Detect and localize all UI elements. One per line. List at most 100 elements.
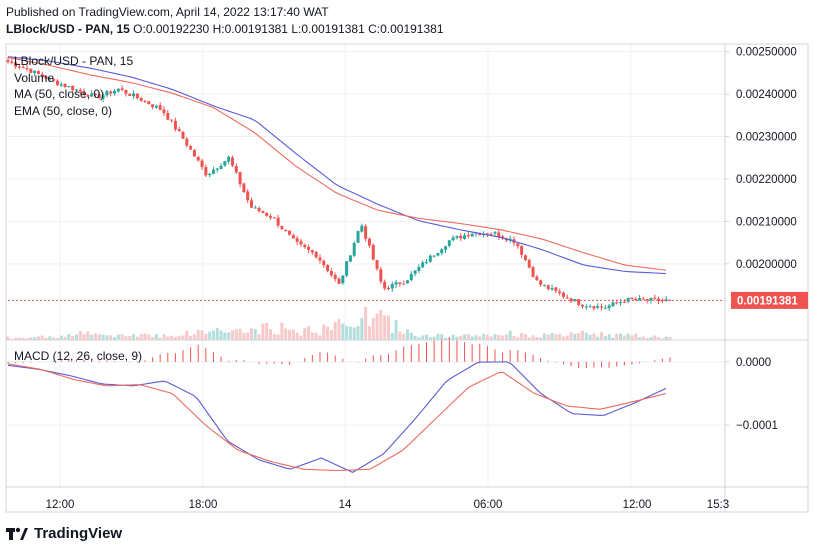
volume-bar <box>86 331 90 340</box>
candle-body <box>143 100 147 102</box>
volume-bar <box>208 331 212 340</box>
volume-bar <box>170 335 174 340</box>
candle-body <box>459 235 463 239</box>
volume-bar <box>25 338 29 340</box>
candle-body <box>542 285 546 287</box>
candle-body <box>276 217 280 226</box>
candle-body <box>147 101 151 105</box>
volume-bar <box>432 336 436 340</box>
volume-bar <box>577 332 581 340</box>
signal-line <box>7 363 667 472</box>
candle-body <box>596 306 600 308</box>
candle-body <box>337 278 341 284</box>
candle-body <box>132 93 136 97</box>
candle-body <box>390 284 394 289</box>
volume-bar <box>215 328 219 340</box>
volume-bar <box>52 337 56 340</box>
volume-bar <box>276 334 280 340</box>
volume-bar <box>386 315 390 340</box>
candle-body <box>592 306 596 309</box>
low-value: 0.00191381 <box>301 22 365 36</box>
legend-ma: MA (50, close, 0) <box>14 87 104 101</box>
macd-axis-tick-label: −0.0001 <box>736 420 778 432</box>
volume-bar <box>124 336 128 340</box>
volume-bar <box>383 315 387 340</box>
candle-body <box>577 299 581 305</box>
footer-logo[interactable]: TradingView <box>6 525 122 542</box>
volume-bar <box>109 335 113 340</box>
ma-line <box>7 56 667 275</box>
volume-bar <box>257 334 261 340</box>
candle-body <box>607 305 611 308</box>
price-axis-tick-label: 0.00200000 <box>736 259 797 271</box>
volume-bar <box>326 326 330 340</box>
close-label: C: <box>368 22 381 36</box>
volume-bar <box>603 336 607 340</box>
volume-bar <box>554 334 558 340</box>
candle-body <box>520 246 524 255</box>
volume-bar <box>504 334 508 340</box>
volume-bar <box>120 334 124 340</box>
candle-body <box>600 306 604 308</box>
volume-bar <box>455 336 459 340</box>
candle-body <box>463 235 467 239</box>
volume-bar <box>474 335 478 340</box>
candle-body <box>177 129 181 132</box>
candle-body <box>364 226 368 239</box>
volume-bar <box>596 336 600 340</box>
volume-bar <box>29 337 33 340</box>
volume-bar <box>607 334 611 340</box>
candle-body <box>561 292 565 297</box>
candle-body <box>223 161 227 166</box>
candle-body <box>200 160 204 167</box>
volume-bar <box>657 337 661 340</box>
high-value: 0.00191381 <box>224 22 288 36</box>
candle-body <box>447 240 451 246</box>
close-value: 0.00191381 <box>380 22 444 36</box>
volume-bar <box>512 336 516 340</box>
candle-body <box>219 165 223 169</box>
macd-line <box>7 361 667 474</box>
volume-bar <box>280 322 284 340</box>
candle-body <box>52 78 56 81</box>
candle-body <box>478 233 482 236</box>
tradingview-logo-icon <box>6 527 28 540</box>
candle-body <box>580 304 584 307</box>
volume-bar <box>367 326 371 340</box>
volume-bar <box>74 334 78 340</box>
high-label: H: <box>212 22 225 36</box>
volume-bar <box>409 332 413 340</box>
volume-bar <box>440 334 444 340</box>
candle-body <box>432 255 436 257</box>
candle-body <box>558 291 562 294</box>
volume-bar <box>527 337 531 340</box>
candle-body <box>573 299 577 301</box>
volume-bar <box>143 333 147 340</box>
volume-bar <box>417 337 421 340</box>
candle-body <box>10 61 14 63</box>
volume-bar <box>223 332 227 340</box>
open-value: 0.00192230 <box>145 22 210 36</box>
candle-body <box>74 89 78 91</box>
candle-body <box>280 226 284 230</box>
candle-body <box>135 93 139 99</box>
volume-bar <box>630 335 634 340</box>
volume-bar <box>105 335 109 340</box>
published-line: Published on TradingView.com, April 14, … <box>6 5 329 19</box>
candle-body <box>409 274 413 281</box>
candle-body <box>619 302 623 304</box>
volume-bar <box>379 309 383 340</box>
candle-body <box>569 298 573 302</box>
volume-bar <box>634 333 638 340</box>
candle-body <box>284 229 288 231</box>
candle-body <box>402 283 406 285</box>
volume-bar <box>318 335 322 340</box>
volume-bar <box>253 329 257 340</box>
candle-body <box>116 88 120 92</box>
volume-bar <box>402 333 406 340</box>
candle-body <box>474 232 478 234</box>
volume-bar <box>44 337 48 340</box>
candle-body <box>269 216 273 218</box>
candle-body <box>485 233 489 235</box>
